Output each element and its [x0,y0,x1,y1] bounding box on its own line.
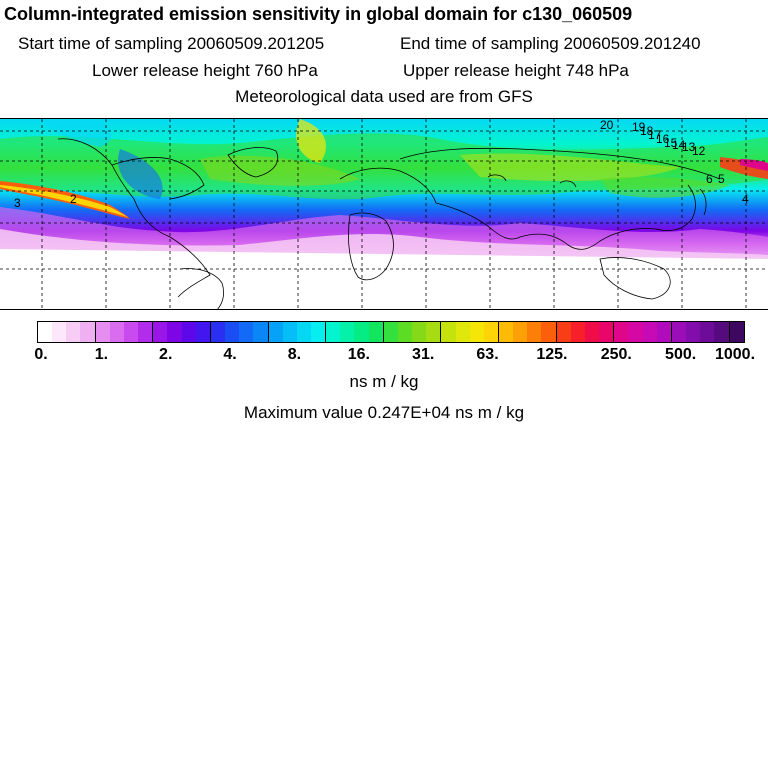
color-scale-swatch [109,322,124,342]
color-scale-swatch [700,322,715,342]
color-scale-tick-label: 0. [34,346,48,363]
color-scale-swatch [412,322,427,342]
color-scale-tick-label: 63. [476,346,499,363]
trajectory-label: 19 [632,120,646,134]
color-scale-swatch [38,322,53,342]
color-scale-tick-label: 1000. [714,346,756,363]
trajectory-label: 15 [664,136,678,150]
color-scale-swatch [52,322,67,342]
lower-release-height-label: Lower release height 760 hPa [92,61,318,80]
color-scale-swatch [426,322,441,342]
color-scale-tick-label: 4. [223,346,237,363]
color-scale-swatch [483,322,498,342]
color-scale-tick-label: 125. [536,346,568,363]
color-scale-swatch [642,322,657,342]
color-scale-swatch [613,322,629,342]
color-scale-tick-label: 2. [159,346,173,363]
color-scale-swatch [469,322,484,342]
color-scale-units: ns m / kg [349,372,419,391]
color-scale-swatch [123,322,139,342]
trajectory-label: 20 [600,119,614,132]
color-scale-tick-label: 8. [287,346,302,363]
color-scale-swatch [225,322,240,342]
grid-lines [0,119,768,309]
color-scale-swatch [728,322,744,342]
color-scale-bar [37,321,745,343]
color-scale-swatch [541,322,556,342]
maximum-value-label: Maximum value 0.247E+04 ns m / kg [243,403,525,422]
color-scale-swatch [584,322,600,342]
color-scale-swatch [296,322,311,342]
color-scale-swatch [253,322,268,342]
color-scale-swatch [239,322,254,342]
color-scale-swatch [66,322,81,342]
color-scale-tick-label: 1. [94,346,109,363]
color-scale-swatch [354,322,369,342]
trajectory-label: 6 [706,172,713,186]
trajectory-label: 4 [742,192,749,206]
color-scale-swatch [325,322,341,342]
color-scale-swatch [628,322,643,342]
color-scale-swatch [282,322,297,342]
color-scale-swatch [498,322,514,342]
start-time-label: Start time of sampling 20060509.201205 [18,34,325,53]
sensitivity-field [0,119,768,309]
color-scale-swatch [686,322,701,342]
color-scale-tick-labels: 0. 1. 2. 4. 8. 16. 31. 63. 125. 250. 500. 1000. [0,346,768,366]
color-scale-swatch [382,322,398,342]
color-scale-swatch [599,322,614,342]
color-scale-swatch [152,322,168,342]
color-scale-swatch [340,322,355,342]
color-scale-swatch [368,322,383,342]
color-scale-swatch [670,322,687,342]
map-svg: 3 2 20 19 18 17 16 15 14 13 12 6 5 4 [0,119,768,309]
color-scale-swatch [267,322,283,342]
plot-title: Column-integrated emission sensitivity i… [4,4,633,24]
color-scale-swatch [714,322,729,342]
color-scale-swatch [513,322,528,342]
color-scale-swatch [455,322,470,342]
color-scale-tick-label: 500. [665,346,697,363]
color-scale-swatch [397,322,413,342]
color-scale-tick-label: 31. [412,346,435,363]
trajectory-labels: 3 2 20 19 18 17 16 15 14 13 12 6 5 4 [14,119,749,210]
color-scale-swatch [181,322,196,342]
color-scale-swatch [195,322,210,342]
color-scale-swatch [555,322,571,342]
trajectory-label: 17 [648,128,662,142]
color-scale-swatch [527,322,542,342]
sensitivity-map: 3 2 20 19 18 17 16 15 14 13 12 6 5 4 [0,118,768,310]
trajectory-label: 18 [640,124,654,138]
trajectory-label: 12 [692,144,706,158]
trajectory-label: 3 [14,196,21,210]
trajectory-label: 14 [672,138,686,152]
color-scale-tick-label: 250. [600,346,632,363]
color-scale-swatch [310,322,326,342]
trajectory-label: 5 [718,172,725,186]
trajectory-label: 16 [656,132,670,146]
trajectory-label: 2 [70,192,77,206]
end-time-label: End time of sampling 20060509.201240 [400,34,701,53]
color-scale-swatch [94,322,110,342]
trajectory-label: 13 [682,140,696,154]
color-scale-swatch [138,322,153,342]
upper-release-height-label: Upper release height 748 hPa [403,61,629,80]
color-scale-swatch [80,322,95,342]
met-data-label: Meteorological data used are from GFS [235,87,533,106]
color-scale-tick-label: 16. [347,346,370,363]
color-scale-swatch [440,322,456,342]
color-scale-swatch [656,322,671,342]
color-scale-swatch [167,322,182,342]
color-scale-swatch [209,322,226,342]
color-scale-swatch [570,322,585,342]
